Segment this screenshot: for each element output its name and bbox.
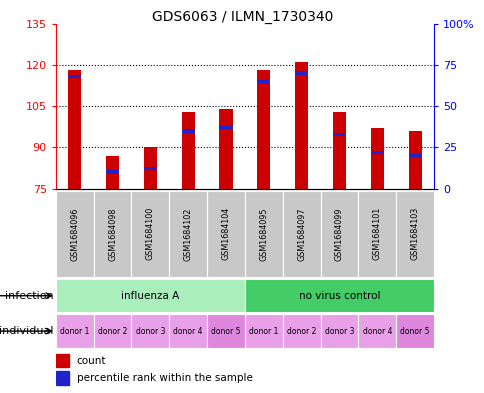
- Text: GSM1684100: GSM1684100: [146, 207, 154, 261]
- Bar: [68, 75, 81, 78]
- Bar: [395, 314, 433, 348]
- Bar: [93, 314, 131, 348]
- Text: donor 4: donor 4: [173, 327, 202, 336]
- Text: individual: individual: [0, 326, 53, 336]
- Bar: [219, 126, 232, 129]
- Bar: [56, 279, 244, 312]
- Bar: [408, 131, 421, 189]
- Bar: [207, 191, 244, 277]
- Bar: [143, 167, 157, 171]
- Bar: [370, 128, 383, 189]
- Bar: [56, 371, 69, 385]
- Bar: [56, 314, 93, 348]
- Text: influenza A: influenza A: [121, 291, 179, 301]
- Text: GSM1684102: GSM1684102: [183, 207, 192, 261]
- Text: GSM1684099: GSM1684099: [334, 207, 343, 261]
- Bar: [332, 132, 346, 136]
- Bar: [320, 191, 358, 277]
- Bar: [244, 279, 433, 312]
- Text: GDS6063 / ILMN_1730340: GDS6063 / ILMN_1730340: [151, 10, 333, 24]
- Bar: [131, 314, 169, 348]
- Bar: [181, 112, 195, 189]
- Text: GSM1684104: GSM1684104: [221, 207, 230, 261]
- Bar: [395, 191, 433, 277]
- Bar: [219, 109, 232, 189]
- Bar: [244, 314, 282, 348]
- Bar: [169, 314, 207, 348]
- Text: percentile rank within the sample: percentile rank within the sample: [76, 373, 252, 384]
- Text: count: count: [76, 356, 106, 366]
- Bar: [106, 156, 119, 189]
- Text: GSM1684095: GSM1684095: [259, 207, 268, 261]
- Text: donor 2: donor 2: [287, 327, 316, 336]
- Bar: [131, 191, 169, 277]
- Bar: [106, 171, 119, 174]
- Bar: [169, 191, 207, 277]
- Text: donor 1: donor 1: [249, 327, 278, 336]
- Bar: [181, 129, 195, 132]
- Text: GSM1684103: GSM1684103: [410, 207, 419, 261]
- Text: donor 4: donor 4: [362, 327, 391, 336]
- Bar: [294, 62, 308, 189]
- Bar: [56, 191, 93, 277]
- Bar: [282, 191, 320, 277]
- Bar: [207, 314, 244, 348]
- Text: GSM1684101: GSM1684101: [372, 207, 381, 261]
- Text: donor 5: donor 5: [400, 327, 429, 336]
- Bar: [408, 154, 421, 157]
- Bar: [294, 72, 308, 75]
- Bar: [56, 354, 69, 367]
- Bar: [143, 147, 157, 189]
- Text: donor 3: donor 3: [324, 327, 353, 336]
- Text: GSM1684097: GSM1684097: [297, 207, 305, 261]
- Bar: [370, 151, 383, 154]
- Bar: [358, 314, 395, 348]
- Bar: [358, 191, 395, 277]
- Text: donor 3: donor 3: [136, 327, 165, 336]
- Text: GSM1684098: GSM1684098: [108, 207, 117, 261]
- Text: GSM1684096: GSM1684096: [70, 207, 79, 261]
- Text: infection: infection: [5, 291, 53, 301]
- Text: donor 1: donor 1: [60, 327, 89, 336]
- Bar: [257, 80, 270, 83]
- Bar: [244, 191, 282, 277]
- Bar: [93, 191, 131, 277]
- Text: donor 2: donor 2: [98, 327, 127, 336]
- Bar: [332, 112, 346, 189]
- Bar: [257, 70, 270, 189]
- Text: donor 5: donor 5: [211, 327, 240, 336]
- Bar: [282, 314, 320, 348]
- Bar: [320, 314, 358, 348]
- Bar: [68, 70, 81, 189]
- Text: no virus control: no virus control: [298, 291, 379, 301]
